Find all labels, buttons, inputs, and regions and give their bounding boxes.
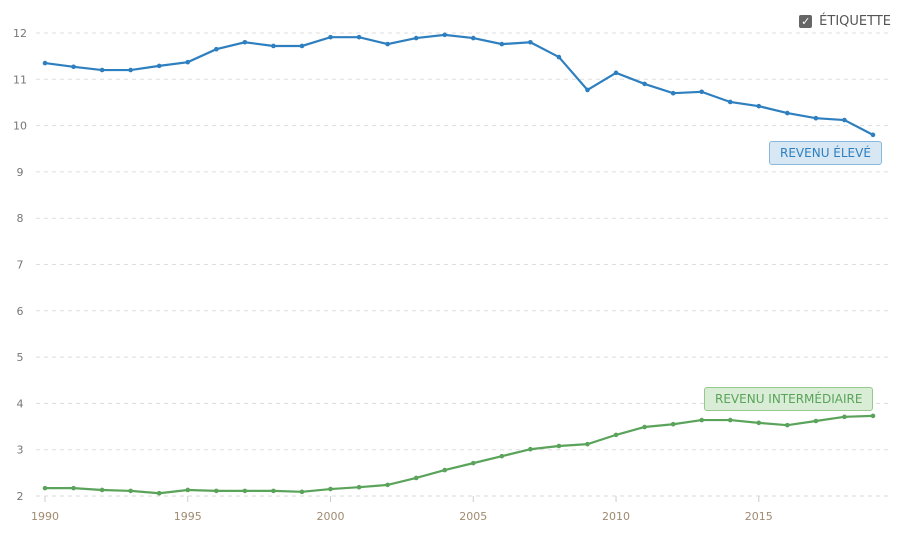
label-toggle-text: ÉTIQUETTE xyxy=(819,14,891,29)
data-point xyxy=(413,475,419,481)
data-point xyxy=(613,432,619,438)
series-label-middle-income: REVENU INTERMÉDIAIRE xyxy=(704,387,874,411)
data-point xyxy=(499,453,505,459)
data-point xyxy=(299,489,305,495)
data-point xyxy=(727,99,733,105)
data-point xyxy=(470,35,476,41)
data-point xyxy=(385,482,390,488)
data-point xyxy=(328,486,333,492)
y-tick-label: 2 xyxy=(17,490,24,503)
data-point xyxy=(813,418,819,424)
series-line xyxy=(45,414,874,495)
x-tick-label: 2015 xyxy=(745,510,773,523)
data-point xyxy=(156,63,162,69)
data-point xyxy=(870,413,876,419)
y-tick-label: 6 xyxy=(17,305,24,318)
data-point xyxy=(870,132,876,138)
y-tick-label: 10 xyxy=(13,120,27,133)
data-point xyxy=(556,443,562,449)
data-point xyxy=(185,59,191,65)
data-point xyxy=(214,488,219,494)
data-point xyxy=(585,87,590,93)
data-point xyxy=(214,46,219,52)
data-point xyxy=(413,35,419,41)
y-tick-label: 7 xyxy=(17,259,24,272)
data-point xyxy=(785,422,790,428)
checkbox-checked-icon[interactable]: ✓ xyxy=(799,15,813,28)
x-tick-label: 2000 xyxy=(317,510,345,523)
data-point xyxy=(556,54,562,60)
y-tick-label: 4 xyxy=(17,397,24,410)
series-line xyxy=(44,33,874,136)
data-point xyxy=(128,67,133,73)
y-tick-label: 11 xyxy=(13,73,27,86)
data-point xyxy=(499,41,505,47)
data-point xyxy=(756,420,762,426)
data-point xyxy=(356,34,362,40)
data-point xyxy=(842,414,847,420)
data-point xyxy=(71,485,76,491)
y-tick-label: 9 xyxy=(17,166,24,179)
y-tick-label: 5 xyxy=(17,351,24,364)
data-point xyxy=(699,417,704,423)
data-point xyxy=(785,110,790,116)
data-point xyxy=(442,467,448,473)
data-point xyxy=(328,34,333,40)
data-point xyxy=(299,43,305,49)
x-tick-label: 1995 xyxy=(174,510,202,523)
y-tick-label: 3 xyxy=(17,444,24,457)
data-point xyxy=(727,417,733,423)
data-point xyxy=(242,488,248,494)
data-point xyxy=(613,70,619,76)
data-point xyxy=(528,446,533,452)
data-point xyxy=(42,60,48,66)
data-point xyxy=(385,41,390,47)
data-point xyxy=(585,441,590,447)
x-tick-label: 1990 xyxy=(31,510,59,523)
data-point xyxy=(813,115,819,121)
data-point xyxy=(356,484,362,490)
data-point xyxy=(99,487,105,493)
data-point xyxy=(756,103,762,109)
data-point xyxy=(242,39,248,45)
series-label-high-income: REVENU ÉLEVÉ xyxy=(769,141,882,165)
data-point xyxy=(699,89,704,95)
data-point xyxy=(670,421,676,427)
data-point xyxy=(442,32,448,38)
data-point xyxy=(185,487,191,493)
y-tick-label: 12 xyxy=(13,27,27,40)
data-point xyxy=(71,64,76,70)
label-toggle[interactable]: ✓ ÉTIQUETTE xyxy=(799,14,891,29)
data-point xyxy=(642,424,647,430)
data-point xyxy=(99,67,105,73)
data-point xyxy=(42,485,48,491)
data-point xyxy=(842,117,847,123)
data-point xyxy=(670,90,676,96)
data-point xyxy=(156,490,162,496)
data-point xyxy=(271,488,276,494)
data-point xyxy=(642,81,647,87)
x-tick-label: 2005 xyxy=(459,510,487,523)
y-tick-label: 8 xyxy=(17,212,24,225)
data-point xyxy=(271,43,276,49)
data-point xyxy=(128,488,133,494)
x-tick-label: 2010 xyxy=(602,510,630,523)
data-point xyxy=(528,39,533,45)
data-point xyxy=(470,460,476,466)
